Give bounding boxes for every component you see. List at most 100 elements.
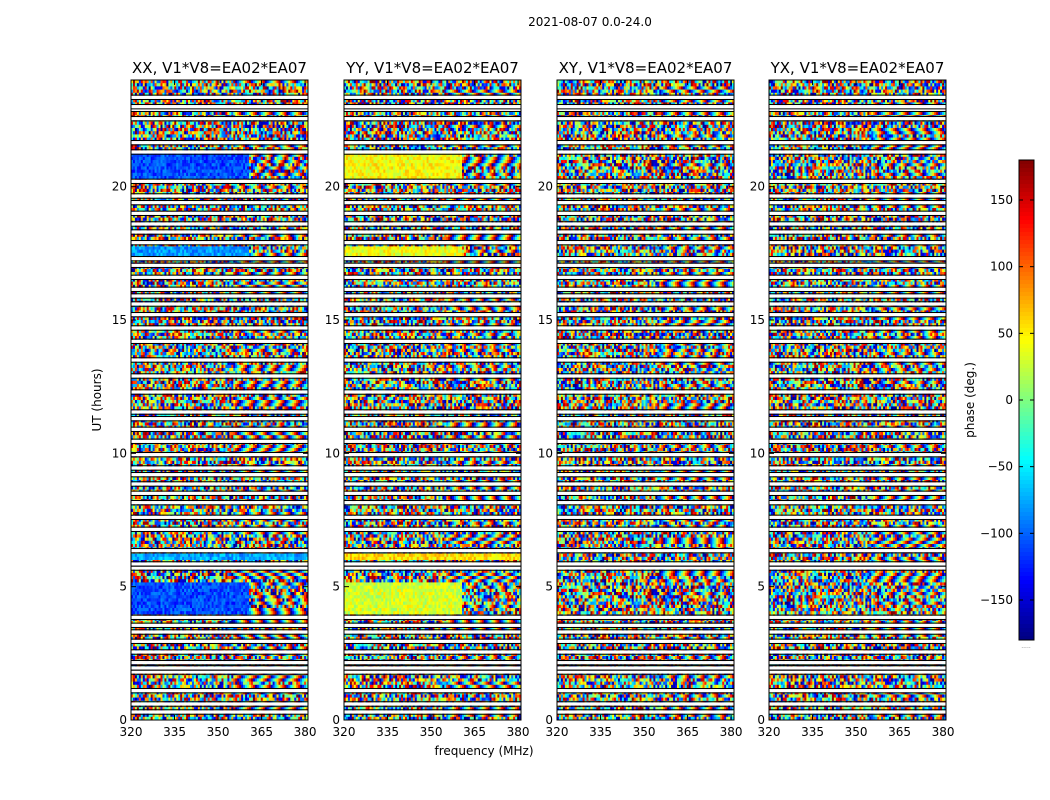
x-tick-label: 320: [120, 725, 143, 739]
x-tick-label: 335: [163, 725, 186, 739]
colorbar-segment: [1019, 192, 1034, 196]
colorbar-segment: [1019, 612, 1034, 616]
colorbar-segment: [1019, 628, 1034, 632]
colorbar-tick-label: 0: [1005, 393, 1013, 407]
colorbar-segment: [1019, 444, 1034, 448]
colorbar-segment: [1019, 448, 1034, 452]
colorbar-segment: [1019, 344, 1034, 348]
colorbar-segment: [1019, 476, 1034, 480]
colorbar-segment: [1019, 424, 1034, 428]
colorbar-segment: [1019, 308, 1034, 312]
y-tick-label: 15: [750, 313, 765, 327]
colorbar-segment: [1019, 220, 1034, 224]
colorbar-segment: [1019, 300, 1034, 304]
x-tick-label: 380: [932, 725, 955, 739]
colorbar-segment: [1019, 488, 1034, 492]
colorbar-segment: [1019, 292, 1034, 296]
x-tick-label: 320: [333, 725, 356, 739]
colorbar-segment: [1019, 252, 1034, 256]
panel-title: XY, V1*V8=EA02*EA07: [559, 59, 733, 77]
colorbar-segment: [1019, 232, 1034, 236]
colorbar-segment: [1019, 384, 1034, 388]
colorbar-segment: [1019, 572, 1034, 576]
colorbar-segment: [1019, 316, 1034, 320]
colorbar-segment: [1019, 440, 1034, 444]
colorbar-segment: [1019, 244, 1034, 248]
colorbar-segment: [1019, 568, 1034, 572]
x-axis-label: frequency (MHz): [434, 744, 533, 758]
colorbar-segment: [1019, 164, 1034, 168]
colorbar-segment: [1019, 560, 1034, 564]
x-tick-label: 350: [633, 725, 656, 739]
colorbar-segment: [1019, 404, 1034, 408]
colorbar-tick-label: −50: [988, 460, 1013, 474]
colorbar-segment: [1019, 408, 1034, 412]
colorbar-segment: [1019, 296, 1034, 300]
colorbar-segment: [1019, 288, 1034, 292]
colorbar-segment: [1019, 256, 1034, 260]
colorbar-segment: [1019, 356, 1034, 360]
colorbar-segment: [1019, 540, 1034, 544]
colorbar-segment: [1019, 332, 1034, 336]
y-tick-label: 0: [757, 713, 765, 727]
colorbar-segment: [1019, 324, 1034, 328]
colorbar-segment: [1019, 412, 1034, 416]
colorbar-segment: [1019, 204, 1034, 208]
y-tick-label: 10: [112, 446, 127, 460]
colorbar-segment: [1019, 372, 1034, 376]
colorbar-segment: [1019, 312, 1034, 316]
y-tick-label: 20: [538, 180, 553, 194]
x-tick-label: 380: [720, 725, 743, 739]
colorbar-segment: [1019, 160, 1034, 164]
colorbar-segment: [1019, 436, 1034, 440]
y-tick-label: 10: [325, 446, 340, 460]
colorbar-segment: [1019, 184, 1034, 188]
colorbar-tick-label: 150: [990, 193, 1013, 207]
y-tick-label: 5: [119, 580, 127, 594]
colorbar-segment: [1019, 280, 1034, 284]
colorbar-segment: [1019, 624, 1034, 628]
colorbar-segment: [1019, 176, 1034, 180]
colorbar-segment: [1019, 364, 1034, 368]
colorbar-segment: [1019, 620, 1034, 624]
colorbar-segment: [1019, 472, 1034, 476]
colorbar-segment: [1019, 508, 1034, 512]
colorbar-tick-label: 50: [998, 326, 1013, 340]
y-tick-label: 0: [119, 713, 127, 727]
colorbar-segment: [1019, 556, 1034, 560]
x-tick-label: 380: [294, 725, 317, 739]
x-tick-label: 365: [463, 725, 486, 739]
x-tick-label: 365: [676, 725, 699, 739]
colorbar-segment: [1019, 552, 1034, 556]
colorbar-segment: [1019, 224, 1034, 228]
colorbar-segment: [1019, 380, 1034, 384]
colorbar-label: phase (deg.): [963, 362, 977, 438]
colorbar-segment: [1019, 608, 1034, 612]
colorbar-segment: [1019, 504, 1034, 508]
colorbar-segment: [1019, 328, 1034, 332]
colorbar-segment: [1019, 248, 1034, 252]
colorbar-tick-label: 100: [990, 260, 1013, 274]
colorbar-segment: [1019, 492, 1034, 496]
y-tick-label: 15: [538, 313, 553, 327]
y-tick-label: 10: [750, 446, 765, 460]
colorbar-segment: [1019, 368, 1034, 372]
x-tick-label: 365: [888, 725, 911, 739]
colorbar-segment: [1019, 480, 1034, 484]
colorbar-segment: [1019, 500, 1034, 504]
colorbar-segment: [1019, 276, 1034, 280]
colorbar-segment: [1019, 212, 1034, 216]
colorbar-segment: [1019, 228, 1034, 232]
y-tick-label: 5: [757, 580, 765, 594]
colorbar-segment: [1019, 400, 1034, 404]
colorbar-segment: [1019, 420, 1034, 424]
y-tick-label: 15: [112, 313, 127, 327]
y-tick-label: 20: [325, 180, 340, 194]
colorbar-segment: [1019, 416, 1034, 420]
colorbar-segment: [1019, 268, 1034, 272]
